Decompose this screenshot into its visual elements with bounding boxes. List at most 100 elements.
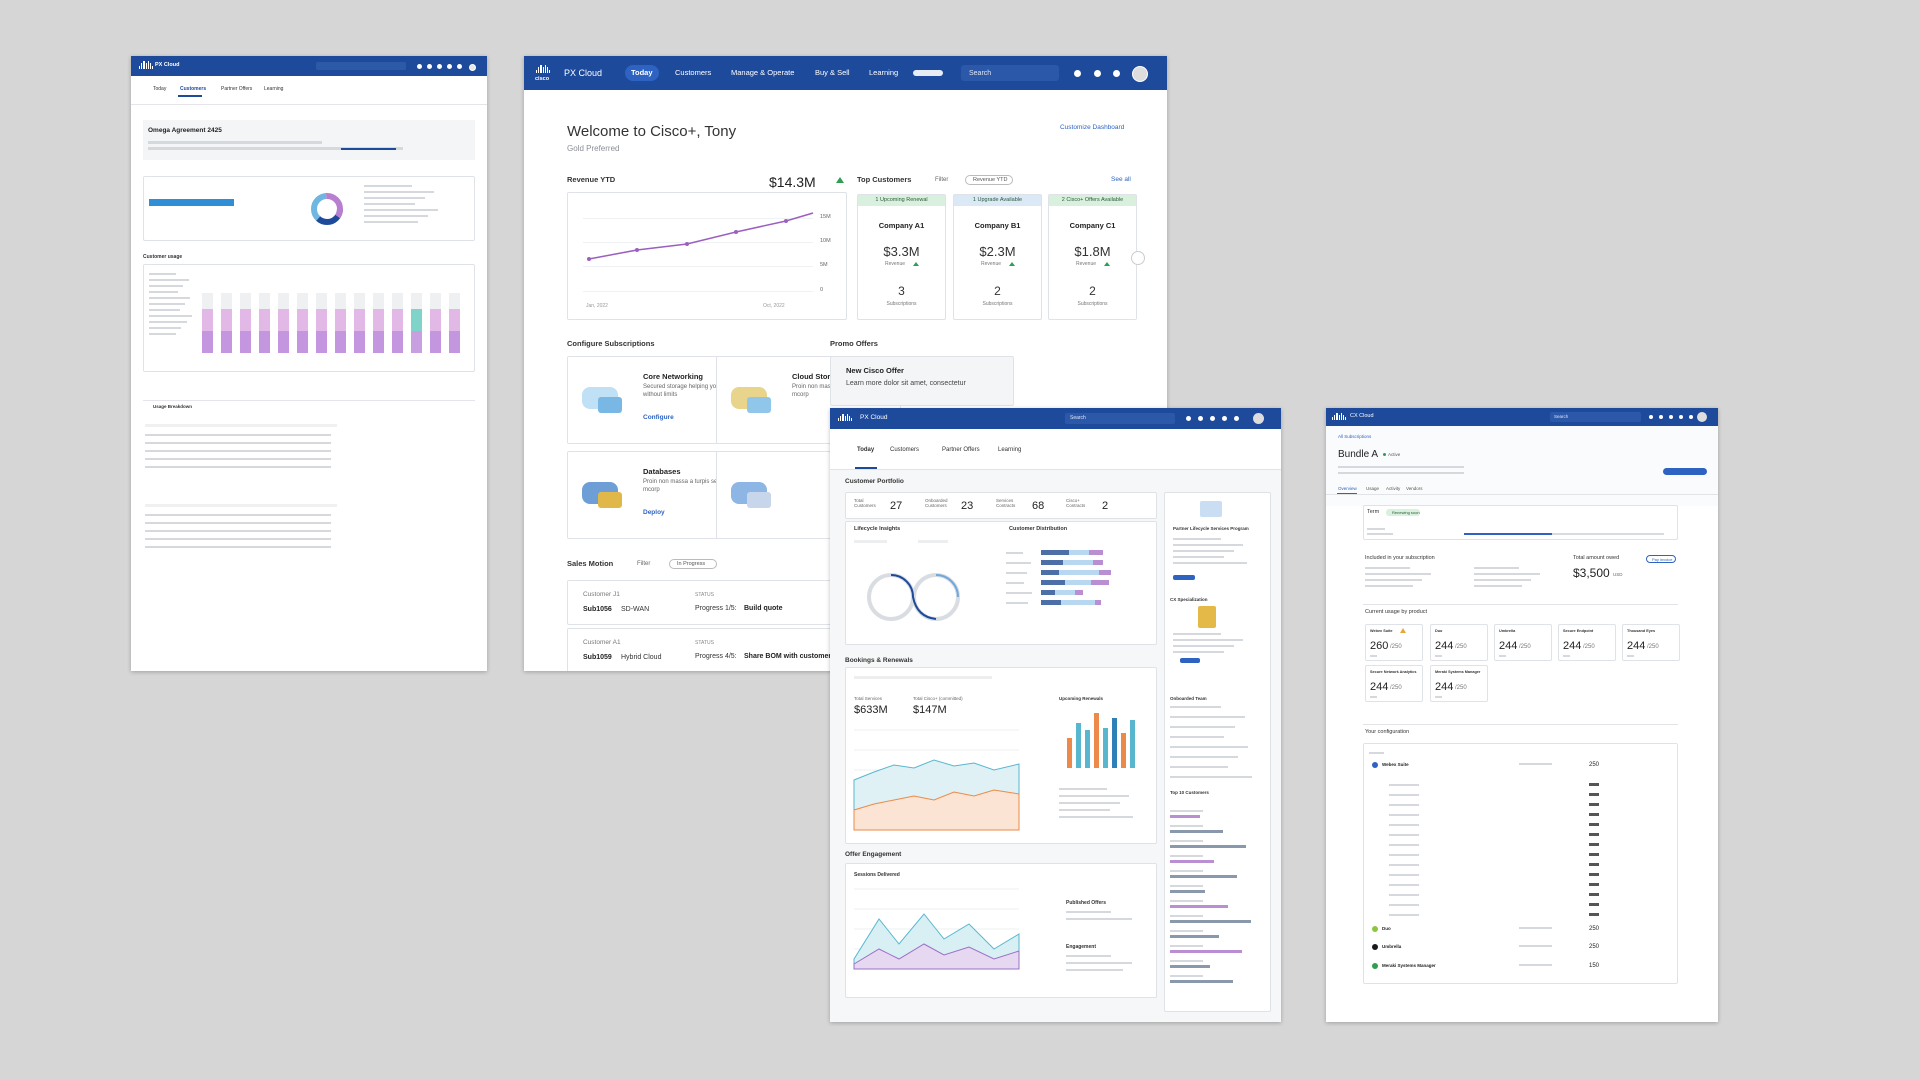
badge-bg — [1049, 195, 1136, 206]
logo-bar — [842, 414, 844, 421]
product-tile[interactable]: Umbrella 244/250 — [1494, 624, 1552, 661]
search-placeholder[interactable]: Search — [969, 69, 992, 77]
product-tile[interactable]: Webex Suite 260/250 — [1365, 624, 1423, 661]
customize-text[interactable]: Customize Dashboard — [1060, 124, 1125, 132]
text-placeholder — [149, 303, 185, 305]
term-track — [1464, 533, 1664, 535]
text-placeholder — [364, 215, 428, 217]
product-name: Umbrella — [1499, 629, 1516, 634]
text-placeholder — [149, 297, 191, 299]
card-title: Sessions Delivered — [854, 871, 900, 878]
top-customer-bar — [1170, 890, 1205, 893]
tab[interactable]: Today — [857, 447, 875, 453]
filter[interactable]: Filter — [935, 177, 949, 183]
product-name: Meraki Systems Manager — [1435, 670, 1481, 675]
tab[interactable]: Partner Offers — [942, 447, 980, 453]
distribution-bars — [1041, 550, 1111, 605]
product-icon — [1372, 926, 1378, 932]
pay-text[interactable]: Pay invoice — [1652, 556, 1673, 562]
tab[interactable]: Vendors — [1406, 485, 1423, 491]
header-icon — [1668, 414, 1674, 420]
welcome-title: Welcome to Cisco+, Tony — [567, 122, 737, 140]
text-placeholder — [1365, 573, 1431, 575]
logo-bar — [145, 63, 147, 69]
search-placeholder[interactable]: Search — [1070, 415, 1086, 421]
tab[interactable]: Learning — [998, 447, 1022, 453]
tile-action[interactable]: Configure — [643, 413, 674, 421]
header-icon — [1648, 414, 1654, 420]
tab[interactable]: Partner Offers — [221, 85, 253, 92]
top-customer-bar — [1170, 980, 1233, 983]
text-placeholder — [1499, 655, 1507, 657]
usage-bar-part — [373, 293, 384, 309]
nav-item[interactable]: Today — [631, 68, 653, 78]
card-title: Term — [1367, 509, 1380, 516]
tab[interactable]: Customers — [890, 447, 920, 453]
nav-item[interactable]: Learning — [869, 68, 899, 78]
loop-highlight — [935, 574, 959, 598]
tile-title: Databases — [643, 467, 681, 477]
text-placeholder — [1173, 544, 1244, 546]
search-placeholder[interactable]: Search — [1554, 413, 1569, 419]
side-panel: Partner Lifecycle Services Program CX Spe… — [1164, 492, 1271, 1012]
tab[interactable]: Overview — [1338, 485, 1357, 491]
dist-bar — [1065, 580, 1091, 585]
badge-bg — [858, 195, 945, 206]
text-placeholder — [1066, 918, 1132, 920]
see-all[interactable]: See all — [1111, 175, 1131, 183]
text-placeholder — [1474, 585, 1522, 587]
area — [853, 943, 1020, 970]
card-title: Lifecycle Insights — [854, 526, 901, 533]
card-subs: 2 — [1089, 284, 1096, 298]
product-tile[interactable]: Secure Network Analytics 244/250 — [1365, 665, 1423, 702]
tab[interactable]: Learning — [264, 85, 284, 92]
product-tile[interactable]: Duo 244/250 — [1430, 624, 1488, 661]
usage-bar-part — [316, 293, 327, 309]
logo-bar — [846, 414, 848, 421]
tab[interactable]: Activity — [1386, 485, 1401, 491]
grid-line — [583, 291, 813, 292]
subscription-id: Sub1056 — [583, 605, 612, 613]
config-card: Webex Suite 250 Duo 250 Umbrella 250 Meraki Sy… — [1363, 743, 1678, 984]
card-title: Engagement — [1066, 943, 1097, 950]
lifecycle-card: Lifecycle Insights Customer Distribution — [845, 521, 1157, 645]
customer-card[interactable]: 1 Upgrade Available Company B1 $2.3M Revenu… — [953, 194, 1042, 320]
qty-placeholder — [1589, 863, 1599, 866]
bookings-card: Total Services $633M Total Cisco+ (committ… — [845, 667, 1157, 844]
chip-text[interactable]: In Progress — [677, 560, 706, 567]
text-placeholder — [145, 530, 331, 532]
dist-bar — [1089, 550, 1103, 555]
tab[interactable]: Today — [153, 85, 167, 92]
product-tile[interactable]: Thousand Eyes 244/250 — [1622, 624, 1680, 661]
dist-bar — [1041, 600, 1061, 605]
metric-label: Total Services — [854, 695, 883, 701]
top-customer-bar — [1170, 845, 1246, 848]
product-tile[interactable]: Meraki Systems Manager 244/250 — [1430, 665, 1488, 702]
product-tile[interactable]: Secure Endpoint 244/250 — [1558, 624, 1616, 661]
text-placeholder — [1006, 592, 1032, 594]
nav-item[interactable]: Manage & Operate — [731, 68, 795, 78]
stat-label: Cisco+ Contracts — [1066, 497, 1086, 508]
back-link[interactable]: All Subscriptions — [1338, 433, 1372, 439]
stat-value: 2 — [1102, 499, 1109, 512]
text-placeholder — [1170, 706, 1221, 708]
text-placeholder — [148, 147, 404, 150]
usage-bar-part — [202, 293, 213, 309]
chip-text[interactable]: Revenue YTD — [973, 176, 1008, 183]
agreement-panel — [143, 120, 475, 160]
text-placeholder — [1519, 763, 1552, 765]
logo-bar — [540, 65, 542, 73]
tab[interactable]: Customers — [180, 85, 207, 92]
tile-action[interactable]: Deploy — [643, 508, 665, 516]
nav-item[interactable]: Customers — [675, 68, 712, 78]
filter[interactable]: Filter — [637, 561, 651, 567]
donut-chart — [311, 193, 343, 225]
y-tick-label: 10M — [820, 238, 831, 245]
metric-value: $633M — [854, 703, 888, 716]
nav-item[interactable]: Buy & Sell — [815, 68, 850, 78]
text-placeholder — [1519, 927, 1552, 929]
tab[interactable]: Usage — [1366, 485, 1380, 491]
text-placeholder — [1066, 969, 1123, 971]
customer-card[interactable]: 2 Cisco+ Offers Available Company C1 $1.8M… — [1048, 194, 1137, 320]
customer-card[interactable]: 1 Upcoming Renewal Company A1 $3.3M Revenue… — [857, 194, 946, 320]
